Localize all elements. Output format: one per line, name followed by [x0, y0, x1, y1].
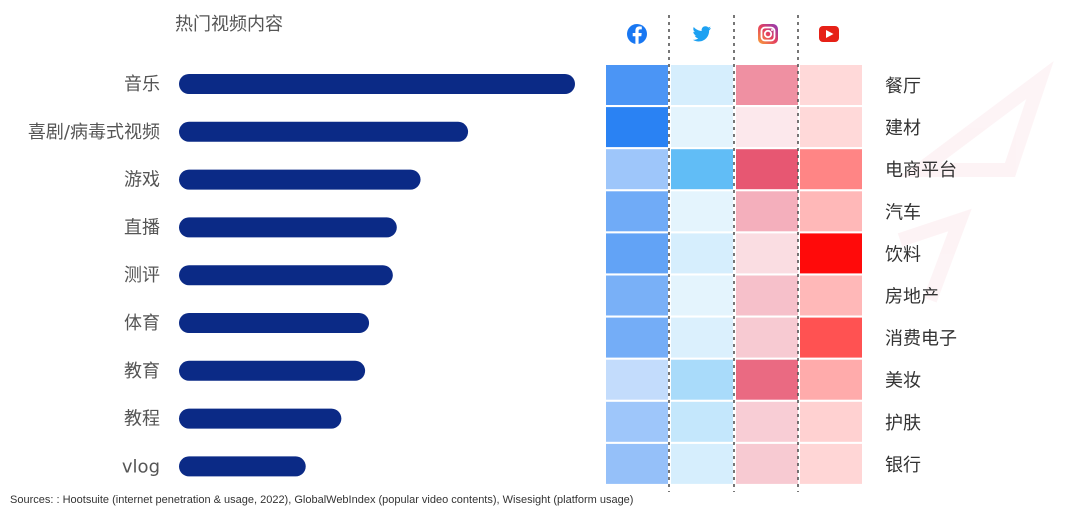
heatmap-cell [800, 317, 862, 358]
sector-label: 电商平台 [885, 160, 957, 181]
bar [179, 360, 366, 381]
category-label: 教育 [124, 361, 160, 382]
sector-label: 建材 [885, 118, 921, 139]
bar [179, 456, 306, 477]
heatmap-cell [736, 65, 798, 105]
heatmap-cell [606, 443, 668, 484]
heatmap-cell [671, 317, 733, 358]
heatmap-cell [671, 149, 733, 190]
sector-label: 护肤 [885, 413, 921, 434]
category-label: 直播 [124, 217, 160, 238]
heatmap-cell [671, 359, 733, 400]
heatmap-cell [671, 65, 733, 105]
heatmap-cell [606, 317, 668, 358]
sector-label: 房地产 [885, 287, 939, 308]
bar [179, 121, 469, 142]
heatmap-cell [736, 107, 798, 148]
heatmap-cell [606, 65, 668, 105]
heatmap-cell [606, 275, 668, 316]
heatmap-cell [606, 233, 668, 274]
bar [179, 313, 370, 333]
bar-chart-title: 热门视频内容 [175, 14, 283, 35]
heatmap-cell [671, 275, 733, 316]
heatmap-cell [800, 191, 862, 232]
heatmap-cell [800, 401, 862, 442]
bar [179, 217, 397, 238]
category-label: 音乐 [124, 74, 160, 95]
heatmap-cell [736, 233, 798, 274]
heatmap-cell [671, 191, 733, 232]
facebook-icon [627, 24, 647, 44]
heatmap-cell [671, 233, 733, 274]
twitter-icon [692, 26, 711, 42]
heatmap-cell [606, 149, 668, 190]
heatmap-cell [800, 107, 862, 148]
category-label: 教程 [124, 409, 160, 430]
heatmap-cell [606, 359, 668, 400]
category-label: vlog [122, 456, 160, 477]
category-label: 游戏 [124, 170, 160, 191]
heatmap-cell [736, 275, 798, 316]
heatmap-cell [736, 359, 798, 400]
heatmap-cell [800, 359, 862, 400]
heatmap-cell [671, 443, 733, 484]
heatmap-cell [800, 443, 862, 484]
heatmap-cell [736, 149, 798, 190]
sector-label: 银行 [885, 455, 921, 476]
sector-label: 餐厅 [885, 76, 921, 97]
youtube-icon [819, 26, 839, 42]
category-label: 喜剧/病毒式视频 [28, 122, 160, 143]
heatmap-cell [800, 65, 862, 105]
heatmap-cell [800, 233, 862, 274]
heatmap-cell [736, 401, 798, 442]
heatmap-cell [606, 401, 668, 442]
sector-label: 汽车 [885, 202, 921, 223]
heatmap-cell [671, 107, 733, 148]
bar [179, 265, 393, 286]
heatmap-cell [606, 191, 668, 232]
heatmap-cell [800, 149, 862, 190]
column-dividers [668, 15, 799, 492]
sector-label: 美妆 [885, 371, 921, 392]
sector-label: 饮料 [885, 244, 921, 265]
category-label: 测评 [124, 265, 160, 286]
bar [179, 74, 575, 94]
watermark-shape [897, 60, 1054, 303]
heatmap-cell [736, 317, 798, 358]
heatmap-cell [736, 443, 798, 484]
heatmap-cell [736, 191, 798, 232]
platform-icons [627, 24, 839, 44]
heatmap-cell [606, 107, 668, 148]
category-label: 体育 [124, 313, 160, 334]
heatmap-cell [671, 401, 733, 442]
source-note: Sources: : Hootsuite (internet penetrati… [10, 494, 633, 506]
instagram-icon [758, 24, 778, 44]
sector-label: 消费电子 [885, 329, 957, 350]
bar [179, 169, 421, 190]
bar [179, 408, 342, 429]
heatmap-cell [800, 275, 862, 316]
